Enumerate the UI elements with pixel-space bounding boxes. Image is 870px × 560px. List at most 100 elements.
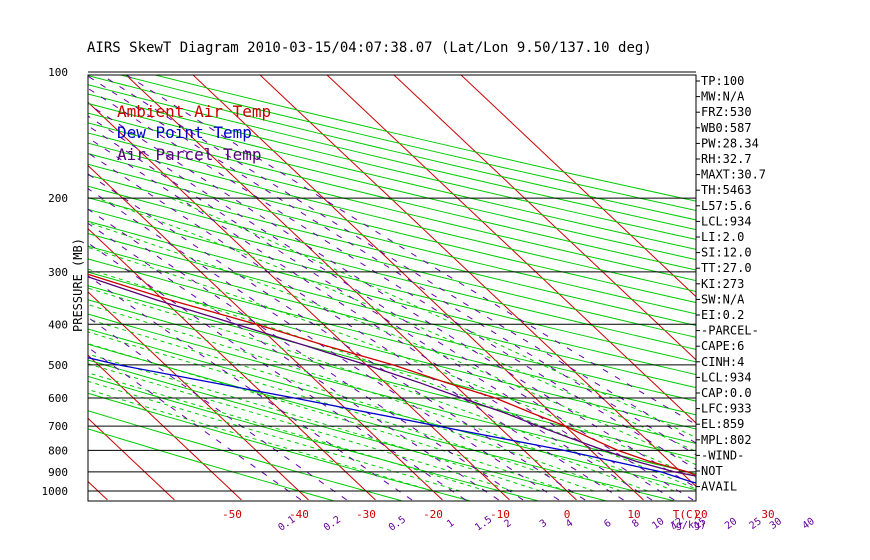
mixing-ratio-tick-label: 0.5 [387, 514, 408, 533]
isotherm-line [88, 164, 443, 501]
bottom-temp-tick-label: -30 [356, 508, 376, 521]
index-label: LCL:934 [701, 370, 752, 384]
profile-lines [88, 273, 696, 484]
pressure-tick-label: 500 [48, 359, 68, 372]
dry-adiabat-line [88, 258, 696, 416]
mixing-ratio-line [88, 173, 586, 501]
pressure-tick-label: 900 [48, 466, 68, 479]
dry-adiabat-line [88, 343, 674, 501]
moist-adiabat-line [88, 343, 568, 492]
dry-adiabat-line [88, 153, 696, 304]
dry-adiabat-line [88, 132, 696, 282]
isotherm-line [460, 75, 696, 298]
index-label: LFC:933 [701, 402, 752, 416]
index-label: TT:27.0 [701, 261, 752, 275]
index-label: EL:859 [701, 417, 744, 431]
moist-adiabat-line [88, 372, 487, 492]
mixing-ratio-unit: (g/kg) [670, 520, 706, 531]
index-label: PW:28.34 [701, 136, 759, 150]
mixing-ratio-tick-label: 3 [538, 518, 549, 530]
bottom-temp-unit: T(C) [673, 508, 700, 521]
index-label: -PARCEL- [701, 324, 759, 338]
dry-adiabat-line [88, 410, 402, 501]
dry-adiabat-line [88, 375, 538, 501]
dry-adiabat-line [88, 245, 696, 402]
index-label: TP:100 [701, 74, 744, 88]
moist-adiabat-line [88, 246, 696, 478]
mixing-ratio-tick-label: 4 [564, 518, 575, 530]
plot-frame [87, 71, 697, 502]
mixing-ratio-tick-label: 2 [502, 518, 513, 530]
legend-air-parcel-temp: Air Parcel Temp [117, 145, 262, 164]
legend-ambient-air-temp: Ambient Air Temp [117, 102, 271, 121]
index-label: EI:0.2 [701, 308, 744, 322]
mixing-ratio-line [88, 152, 624, 501]
bottom-temp-tick-label: 30 [761, 508, 774, 521]
legend-dew-point-temp: Dew Point Temp [117, 123, 252, 142]
pressure-tick-label: 400 [48, 318, 68, 331]
mixing-ratio-tick-label: 0.2 [322, 514, 343, 533]
dry-adiabat-line [88, 359, 606, 501]
isotherm-line [0, 63, 40, 500]
mixing-ratio-line [88, 75, 696, 456]
index-label: AVAIL [701, 480, 737, 494]
dry-adiabat-line [88, 174, 696, 327]
dry-adiabat-line [88, 163, 696, 315]
pressure-tick-label: 300 [48, 266, 68, 279]
pressure-tick-label: 800 [48, 444, 68, 457]
mixing-ratio-line [88, 137, 653, 501]
bottom-temp-tick-label: 20 [694, 508, 707, 521]
index-label: MW:N/A [701, 90, 745, 104]
dry-adiabat-line [88, 122, 696, 271]
index-label: LCL:934 [701, 214, 752, 228]
isotherm-line [88, 354, 242, 501]
mixing-ratio-line [88, 242, 466, 501]
index-label: CAPE:6 [701, 339, 744, 353]
bottom-temp-tick-label: 0 [564, 508, 571, 521]
isotherm-line [393, 75, 696, 361]
dry-adiabat-line [88, 220, 696, 376]
index-label: TH:5463 [701, 183, 752, 197]
index-label: FRZ:530 [701, 105, 752, 119]
mixing-ratio-tick-label: 8 [630, 518, 641, 530]
chart-title: AIRS SkewT Diagram 2010-03-15/04:07:38.0… [87, 40, 652, 56]
index-label: SW:N/A [701, 292, 745, 306]
plot-border [87, 74, 697, 502]
dry-adiabat-line [88, 197, 696, 350]
air-parcel-temp-line [88, 276, 696, 477]
dry-adiabat-line [88, 428, 334, 501]
moist-adiabat-line [97, 197, 696, 453]
legend: Ambient Air Temp Dew Point Temp Air Parc… [117, 102, 271, 164]
index-label: -WIND- [701, 448, 744, 462]
mixing-ratio-line [88, 188, 560, 501]
isotherm-line [259, 75, 696, 487]
isotherm-line [88, 417, 175, 501]
dry-adiabat-line [88, 102, 696, 250]
index-label: RH:32.7 [701, 152, 752, 166]
dry-adiabat-line [88, 185, 696, 338]
bottom-temp-tick-label: -50 [222, 508, 242, 521]
dew-point-temp-line [88, 356, 696, 484]
dry-adiabat-line [88, 233, 696, 389]
mixing-ratio-line [88, 115, 694, 501]
isotherm-line [326, 75, 696, 424]
index-label: MAXT:30.7 [701, 168, 766, 182]
moist-adiabat-line [88, 222, 696, 466]
dry-adiabat-line [88, 285, 696, 444]
bottom-temp-tick-label: -40 [289, 508, 309, 521]
dry-adiabat-line [88, 392, 470, 501]
dry-adiabat-line [88, 271, 696, 430]
mixing-ratio-tick-label: 20 [723, 516, 739, 532]
index-label: WB0:587 [701, 121, 752, 135]
dry-adiabat-line [88, 142, 696, 292]
isotherm-line [125, 75, 577, 501]
index-label: LI:2.0 [701, 230, 744, 244]
pressure-tick-label: 600 [48, 392, 68, 405]
dry-adiabat-line [88, 299, 696, 459]
dry-adiabat-line [88, 328, 696, 491]
index-label: KI:273 [701, 277, 744, 291]
moist-adiabat-line [88, 287, 675, 492]
mixing-ratio-line [100, 75, 696, 444]
dry-adiabat-line [88, 112, 696, 261]
